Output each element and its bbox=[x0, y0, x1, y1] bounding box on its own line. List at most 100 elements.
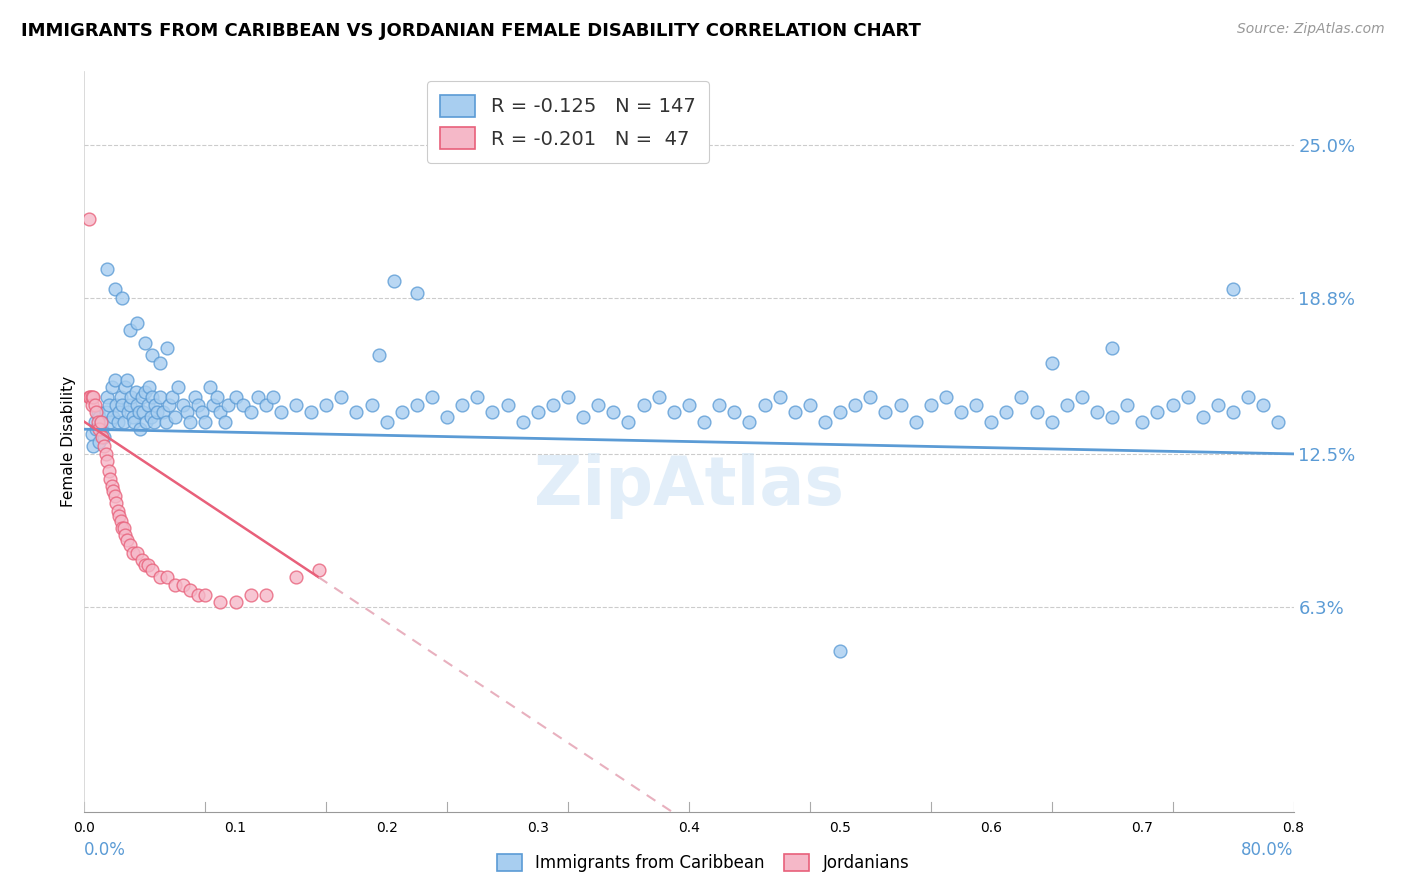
Point bbox=[225, 595, 247, 609]
Point bbox=[179, 415, 201, 429]
Point bbox=[382, 274, 405, 288]
Point bbox=[1206, 398, 1229, 412]
Legend: R = -0.125   N = 147, R = -0.201   N =  47: R = -0.125 N = 147, R = -0.201 N = 47 bbox=[427, 81, 709, 163]
Point bbox=[1161, 398, 1184, 412]
Point bbox=[101, 409, 124, 424]
Point bbox=[183, 390, 205, 404]
Point bbox=[145, 398, 167, 412]
Point bbox=[114, 380, 136, 394]
Point bbox=[1146, 405, 1168, 419]
Point bbox=[97, 398, 120, 412]
Point bbox=[96, 390, 118, 404]
Point bbox=[527, 405, 550, 419]
Point bbox=[91, 422, 114, 436]
Point bbox=[330, 390, 353, 404]
Point bbox=[107, 503, 129, 517]
Point bbox=[122, 415, 145, 429]
Point bbox=[121, 546, 143, 560]
Point bbox=[89, 434, 111, 449]
Point bbox=[127, 546, 149, 560]
Point bbox=[232, 398, 254, 412]
Point bbox=[149, 390, 172, 404]
Point bbox=[100, 380, 122, 394]
Point bbox=[496, 398, 519, 412]
Point bbox=[91, 429, 114, 443]
Point bbox=[420, 390, 443, 404]
Point bbox=[118, 398, 141, 412]
Point bbox=[84, 398, 107, 412]
Point bbox=[139, 409, 162, 424]
Point bbox=[115, 373, 138, 387]
Point bbox=[134, 558, 156, 572]
Point bbox=[156, 341, 179, 355]
Point bbox=[1040, 355, 1063, 369]
Point bbox=[254, 588, 277, 602]
Point bbox=[105, 496, 128, 510]
Point bbox=[1267, 415, 1289, 429]
Point bbox=[830, 405, 852, 419]
Point bbox=[360, 398, 382, 412]
Point bbox=[217, 398, 239, 412]
Point bbox=[1253, 398, 1275, 412]
Y-axis label: Female Disability: Female Disability bbox=[60, 376, 76, 508]
Point bbox=[110, 390, 132, 404]
Point bbox=[830, 644, 852, 658]
Point bbox=[239, 588, 262, 602]
Point bbox=[120, 390, 142, 404]
Point bbox=[156, 570, 179, 584]
Point bbox=[127, 316, 149, 330]
Point bbox=[572, 409, 595, 424]
Point bbox=[131, 390, 153, 404]
Point bbox=[111, 398, 134, 412]
Point bbox=[1192, 409, 1215, 424]
Point bbox=[160, 390, 183, 404]
Point bbox=[125, 385, 148, 400]
Point bbox=[799, 398, 821, 412]
Text: 0.0%: 0.0% bbox=[84, 841, 127, 859]
Point bbox=[588, 398, 610, 412]
Point bbox=[783, 405, 806, 419]
Point bbox=[101, 483, 124, 498]
Point bbox=[315, 398, 337, 412]
Point bbox=[1101, 341, 1123, 355]
Point bbox=[100, 479, 122, 493]
Point bbox=[112, 415, 135, 429]
Point bbox=[285, 570, 308, 584]
Point bbox=[709, 398, 731, 412]
Point bbox=[115, 533, 138, 548]
Point bbox=[198, 380, 221, 394]
Point bbox=[77, 212, 100, 227]
Point bbox=[254, 398, 277, 412]
Point bbox=[648, 390, 671, 404]
Point bbox=[201, 398, 224, 412]
Point bbox=[467, 390, 489, 404]
Text: ZipAtlas: ZipAtlas bbox=[534, 453, 844, 519]
Point bbox=[375, 415, 398, 429]
Point bbox=[89, 409, 111, 424]
Point bbox=[128, 405, 150, 419]
Point bbox=[693, 415, 716, 429]
Point bbox=[93, 440, 115, 454]
Point bbox=[1222, 281, 1244, 295]
Point bbox=[105, 398, 128, 412]
Point bbox=[1040, 415, 1063, 429]
Point bbox=[187, 588, 209, 602]
Point bbox=[142, 415, 165, 429]
Point bbox=[82, 390, 104, 404]
Point bbox=[80, 427, 103, 442]
Point bbox=[754, 398, 776, 412]
Point bbox=[194, 415, 217, 429]
Point bbox=[80, 398, 103, 412]
Point bbox=[107, 415, 129, 429]
Point bbox=[129, 422, 152, 436]
Point bbox=[104, 489, 127, 503]
Point bbox=[111, 292, 134, 306]
Point bbox=[950, 405, 973, 419]
Point bbox=[1222, 405, 1244, 419]
Point bbox=[557, 390, 579, 404]
Point bbox=[436, 409, 458, 424]
Point bbox=[121, 409, 143, 424]
Point bbox=[90, 415, 112, 429]
Point bbox=[239, 405, 262, 419]
Point bbox=[104, 281, 127, 295]
